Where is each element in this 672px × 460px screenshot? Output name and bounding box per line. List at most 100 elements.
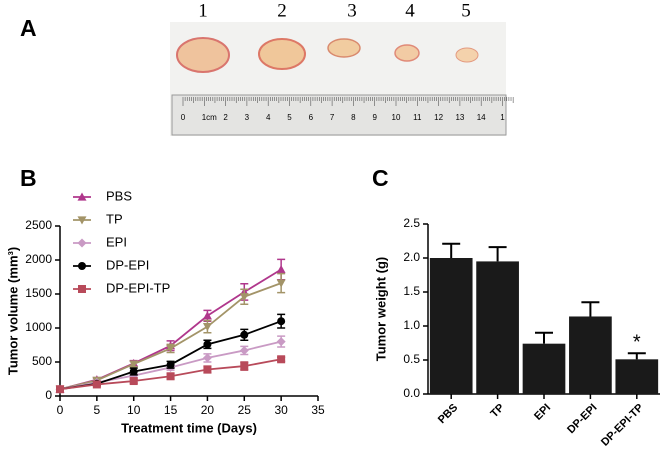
x-tick-label: TP xyxy=(488,402,506,420)
marker xyxy=(276,265,286,274)
ruler-label: 12 xyxy=(434,113,443,122)
ruler-label: 1 xyxy=(500,113,505,122)
legend-marker xyxy=(77,238,87,248)
sample-label: 5 xyxy=(461,0,471,21)
x-tick-label: 0 xyxy=(57,403,64,417)
legend-marker xyxy=(78,262,86,270)
bar xyxy=(615,359,659,394)
x-tick-label: 35 xyxy=(311,403,325,417)
legend-label: EPI xyxy=(106,234,127,249)
error-bar xyxy=(442,242,461,258)
y-tick-label: 500 xyxy=(32,354,52,368)
annotation: * xyxy=(633,331,641,353)
ruler-label: 13 xyxy=(455,113,464,122)
ruler-label: 0 xyxy=(181,113,186,122)
y-tick-label: 1000 xyxy=(25,320,52,334)
marker xyxy=(276,279,286,288)
legend-marker xyxy=(77,216,87,225)
panel-label: B xyxy=(20,165,37,191)
marker xyxy=(239,293,249,302)
ruler-label: 2 xyxy=(223,113,228,122)
x-tick-label: 20 xyxy=(201,403,215,417)
x-tick-label: EPI xyxy=(532,402,553,423)
y-tick-label: 1.5 xyxy=(403,284,420,298)
x-tick-label: DP-EPI xyxy=(565,402,599,436)
legend-label: DP-EPI xyxy=(106,257,149,272)
tumor-photo xyxy=(170,22,514,136)
ruler-label: 8 xyxy=(351,113,356,122)
ruler-label: 11 xyxy=(413,113,422,122)
y-tick-label: 0.0 xyxy=(403,386,420,400)
sample-label: 1 xyxy=(198,0,208,21)
y-tick-label: 0.5 xyxy=(403,352,420,366)
sample-label: 3 xyxy=(347,0,357,21)
ruler-label: 6 xyxy=(309,113,314,122)
marker xyxy=(92,380,101,389)
x-tick-label: 30 xyxy=(274,403,288,417)
tumor xyxy=(176,37,230,73)
bar xyxy=(429,258,473,394)
sample-label: 2 xyxy=(277,0,287,21)
marker xyxy=(202,323,212,332)
ruler-label: 9 xyxy=(372,113,377,122)
y-tick-label: 2.0 xyxy=(403,250,420,264)
bar xyxy=(522,343,566,394)
marker xyxy=(240,330,249,339)
bar xyxy=(569,316,612,394)
marker xyxy=(166,360,175,369)
marker xyxy=(203,365,212,374)
ruler-label: 4 xyxy=(266,113,271,122)
error-bar xyxy=(581,301,600,317)
ruler xyxy=(171,94,507,136)
ruler-label: 14 xyxy=(477,113,486,122)
legend-label: DP-EPI-TP xyxy=(106,280,170,295)
x-tick-label: PBS xyxy=(436,402,460,426)
y-axis-title: Tumor volume (mm³) xyxy=(5,247,20,375)
marker xyxy=(129,367,138,376)
tumor xyxy=(327,38,361,58)
tumor xyxy=(455,47,479,63)
y-tick-label: 0 xyxy=(45,388,52,402)
ruler-label: 3 xyxy=(245,113,250,122)
ruler-label: 7 xyxy=(330,113,335,122)
legend-marker xyxy=(77,192,87,201)
marker xyxy=(56,385,64,394)
marker xyxy=(203,340,212,349)
marker xyxy=(202,353,212,363)
x-tick-label: 5 xyxy=(94,403,101,417)
ruler-label: 1cm xyxy=(202,113,217,122)
ruler-ticks xyxy=(182,97,514,106)
marker xyxy=(129,377,138,386)
marker xyxy=(276,337,286,347)
y-tick-label: 2500 xyxy=(25,218,52,232)
marker xyxy=(277,317,286,326)
error-bar xyxy=(488,246,507,262)
y-tick-label: 2.5 xyxy=(403,216,420,230)
panel-label: C xyxy=(372,165,389,191)
panel-label: A xyxy=(20,15,37,41)
ruler-label: 5 xyxy=(287,113,292,122)
marker xyxy=(277,355,286,364)
marker xyxy=(129,360,139,369)
x-axis-title: Treatment time (Days) xyxy=(121,420,257,435)
x-tick-label: 15 xyxy=(164,403,178,417)
sample-label: 4 xyxy=(405,0,415,21)
error-bar xyxy=(627,352,646,360)
marker xyxy=(240,362,249,371)
ruler-label: 10 xyxy=(392,113,401,122)
y-tick-label: 2000 xyxy=(25,252,52,266)
legend-label: TP xyxy=(106,211,123,226)
legend-label: PBS xyxy=(106,188,132,203)
legend-marker xyxy=(78,285,86,293)
marker xyxy=(202,311,212,320)
tumor xyxy=(394,44,420,62)
x-tick-label: 10 xyxy=(127,403,141,417)
marker xyxy=(166,372,175,381)
marker xyxy=(166,344,176,353)
x-tick-label: DP-EPI-TP xyxy=(599,402,646,449)
y-tick-label: 1.0 xyxy=(403,318,420,332)
y-axis-title: Tumor weight (g) xyxy=(373,257,388,361)
bar xyxy=(476,261,519,394)
x-tick-label: 25 xyxy=(238,403,252,417)
